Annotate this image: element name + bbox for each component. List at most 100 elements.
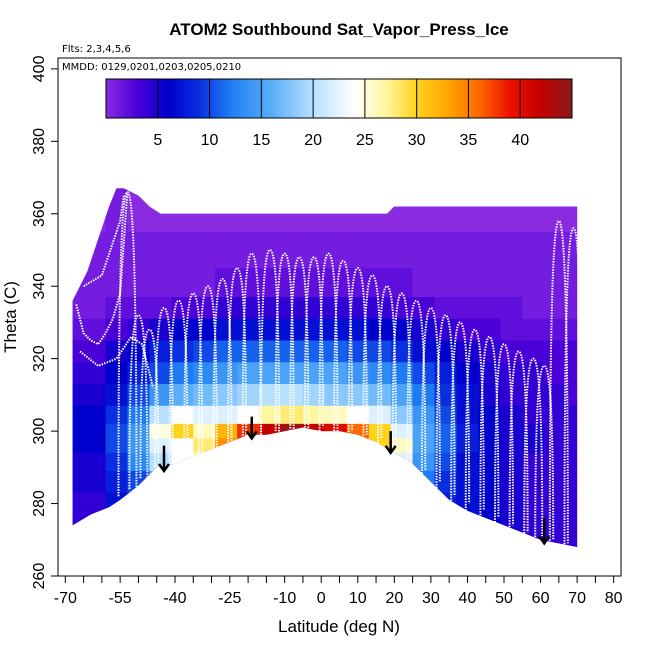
flight-profile [241, 252, 262, 439]
heatmap-cell [215, 405, 238, 425]
heatmap-cell [324, 452, 348, 472]
heatmap-cell [149, 231, 172, 269]
heatmap-cell [149, 188, 172, 233]
heatmap-cell [302, 452, 326, 472]
heatmap-cell [193, 231, 216, 269]
heatmap-cell [434, 297, 458, 320]
heatmap-cell [259, 470, 282, 494]
heatmap-cell [215, 423, 238, 439]
heatmap-cell [456, 470, 480, 494]
heatmap-cell [368, 231, 392, 269]
heatmap-cell [324, 231, 348, 269]
heatmap-cell [390, 452, 414, 472]
heatmap-cell [346, 470, 370, 494]
heatmap-cell [215, 188, 238, 233]
heatmap-cell [544, 438, 567, 454]
heatmap-cell [281, 405, 304, 425]
heatmap-cell [346, 452, 370, 472]
heatmap-cell [72, 438, 85, 454]
heatmap-cell [368, 470, 392, 494]
heatmap-cell [72, 514, 85, 537]
heatmap-cell [544, 362, 567, 385]
heatmap-cell [456, 188, 480, 233]
colorbar-tick-label: 35 [460, 132, 478, 149]
heatmap-cell [346, 384, 370, 407]
heatmap-cell [237, 438, 260, 454]
heatmap-cell [302, 297, 326, 320]
heatmap-cell [72, 470, 85, 494]
heatmap-cell [544, 384, 567, 407]
x-tick-label: 70 [568, 590, 586, 607]
colorbar-tick-label: 20 [304, 132, 322, 149]
x-tick-label: -70 [54, 590, 77, 607]
heatmap-cell [281, 423, 304, 439]
heatmap-cell [412, 492, 436, 516]
heatmap-cell [302, 423, 326, 439]
heatmap-cell [544, 536, 567, 548]
heatmap-cell [500, 452, 523, 472]
flight-profile [197, 285, 218, 453]
heatmap-cell [390, 188, 414, 233]
arrow [538, 518, 551, 546]
heatmap-cell [83, 405, 107, 425]
x-tick-label: 0 [317, 590, 326, 607]
heatmap-cell [500, 438, 523, 454]
heatmap-cell [324, 470, 348, 494]
colorbar-tick-label: 15 [252, 132, 270, 149]
heatmap-cell [127, 318, 150, 342]
heatmap-cell [237, 297, 260, 320]
flight-profile [548, 220, 569, 544]
heatmap-cell [193, 362, 216, 385]
flights-label: Flts: 2,3,4,5,6 [62, 44, 131, 55]
colorbar-tick-label: 30 [408, 132, 426, 149]
heatmap-cell [83, 362, 107, 385]
heatmap-cell [456, 362, 480, 385]
heatmap-cell [324, 188, 348, 233]
heatmap-cell [302, 492, 326, 516]
heatmap-cell [193, 318, 216, 342]
heatmap-cell [259, 297, 282, 320]
heatmap-cell [281, 268, 304, 298]
heatmap-cell [72, 340, 85, 363]
heatmap-cell [566, 340, 578, 363]
heatmap-cell [193, 492, 216, 516]
heatmap-cell [456, 438, 480, 454]
heatmap-cell [544, 405, 567, 425]
arrow [158, 445, 171, 474]
heatmap-cell [171, 514, 194, 537]
flight-profile [435, 314, 456, 497]
heatmap-cell [149, 405, 172, 425]
heatmap-cell [171, 452, 194, 472]
heatmap-cell [281, 231, 304, 269]
heatmap-cell [149, 438, 172, 454]
heatmap-cell [237, 340, 260, 363]
heatmap-cell [390, 514, 414, 537]
heatmap-cell [500, 297, 523, 320]
heatmap-cell [171, 362, 194, 385]
heatmap-cell [171, 470, 194, 494]
heatmap-cell [105, 318, 129, 342]
heatmap-cell [324, 423, 348, 439]
heatmap-cell [368, 297, 392, 320]
heatmap-cell [259, 423, 282, 439]
heatmap-cell [193, 297, 216, 320]
heatmap-cell [105, 452, 129, 472]
heatmap-cell [500, 514, 523, 537]
heatmap-cell [127, 405, 150, 425]
heatmap-cell [281, 492, 304, 516]
heatmap-cell [127, 438, 150, 454]
heatmap-cell [193, 514, 216, 537]
heatmap-cell [72, 188, 85, 233]
y-tick-label: 340 [31, 273, 48, 300]
heatmap-cell [171, 268, 194, 298]
heatmap-cell [346, 514, 370, 537]
heatmap-cell [368, 514, 392, 537]
heatmap-cell [522, 405, 545, 425]
colorbar-tick-label: 25 [356, 132, 374, 149]
flight-trace [75, 191, 129, 346]
heatmap-cell [193, 384, 216, 407]
heatmap-cell [105, 405, 129, 425]
arrow [245, 416, 258, 441]
heatmap-cell [434, 492, 458, 516]
heatmap-cell [544, 188, 567, 233]
